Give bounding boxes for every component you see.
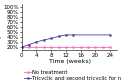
Tricyclic and second tricyclic for non-responders [58, 36, 59, 37]
Tricyclic and second tricyclic for non-responders [109, 34, 111, 35]
No treatment [65, 47, 67, 48]
Tricyclic and second tricyclic for non-responders [21, 47, 23, 48]
Tricyclic and second tricyclic for non-responders [65, 34, 67, 35]
Tricyclic and second tricyclic for non-responders [50, 38, 52, 39]
Line: No treatment: No treatment [21, 46, 111, 48]
No treatment [58, 47, 59, 48]
Y-axis label: Response rate: Response rate [0, 4, 2, 49]
No treatment [72, 47, 74, 48]
No treatment [36, 47, 37, 48]
No treatment [102, 47, 103, 48]
No treatment [95, 47, 96, 48]
No treatment [87, 47, 89, 48]
No treatment [50, 47, 52, 48]
Tricyclic and second tricyclic for non-responders [72, 34, 74, 35]
Line: Tricyclic and second tricyclic for non-responders: Tricyclic and second tricyclic for non-r… [21, 34, 111, 48]
No treatment [109, 47, 111, 48]
No treatment [28, 47, 30, 48]
No treatment [80, 47, 81, 48]
X-axis label: Time (weeks): Time (weeks) [49, 59, 91, 64]
Legend: No treatment, Tricyclic and second tricyclic for non-responders: No treatment, Tricyclic and second tricy… [24, 70, 121, 80]
No treatment [43, 47, 45, 48]
Tricyclic and second tricyclic for non-responders [28, 44, 30, 45]
No treatment [21, 47, 23, 48]
